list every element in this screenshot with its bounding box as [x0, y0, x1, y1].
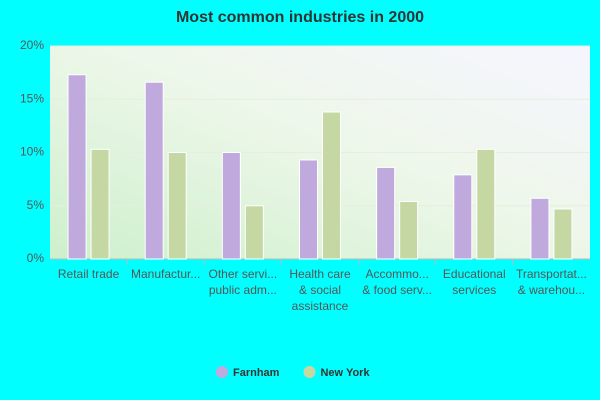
x-tick-label: & food serv...	[362, 283, 432, 297]
legend-label: New York	[320, 367, 370, 379]
x-tick-label: Educational	[443, 267, 506, 281]
x-tick-label: public adm...	[209, 283, 277, 297]
bar	[67, 74, 87, 260]
chart-title: Most common industries in 2000	[176, 9, 424, 26]
legend-label: Farnham	[233, 367, 280, 379]
bar	[553, 208, 573, 260]
bar	[376, 166, 396, 260]
legend-marker	[216, 366, 228, 378]
bar	[299, 159, 318, 260]
x-tick-label: Retail trade	[58, 267, 120, 281]
x-tick-label: Manufactur...	[131, 267, 200, 281]
x-tick-label: Health care	[289, 267, 351, 281]
y-tick-label: 20%	[20, 38, 44, 52]
x-tick-label: assistance	[292, 299, 349, 313]
bar	[144, 81, 164, 260]
x-tick-label: & social	[299, 283, 341, 297]
legend-marker	[303, 366, 316, 378]
bar	[221, 152, 241, 260]
bar	[90, 148, 110, 260]
bar	[244, 205, 264, 260]
bar	[167, 152, 187, 260]
x-tick-label: Other servi...	[209, 267, 278, 281]
x-tick-label: & warehou...	[518, 283, 585, 297]
y-tick-label: 10%	[20, 145, 44, 159]
bar	[453, 174, 473, 260]
y-tick-label: 15%	[20, 91, 44, 105]
y-tick-label: 5%	[27, 198, 45, 212]
bar	[399, 200, 419, 260]
x-tick-label: Transportat...	[516, 267, 587, 281]
bar	[322, 111, 341, 260]
x-tick-label: services	[452, 283, 496, 297]
bar	[530, 197, 550, 260]
x-tick-label: Accommo...	[365, 267, 428, 281]
y-tick-label: 0%	[27, 251, 45, 265]
bar	[476, 148, 496, 260]
